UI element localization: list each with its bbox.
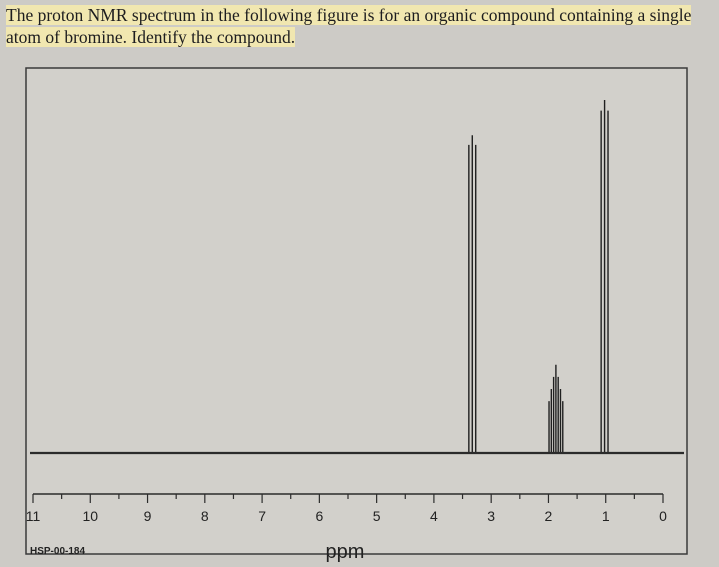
x-axis: 11 10 9 8 7 6 5 4 3 2 1 0 <box>26 493 667 524</box>
question-line-1: The proton NMR spectrum in the following… <box>6 5 692 25</box>
question-line-2: atom of bromine. Identify the compound. <box>6 27 296 47</box>
nmr-spectrum-figure: 11 10 9 8 7 6 5 4 3 2 1 0 ppm HSP-00-184 <box>0 60 719 563</box>
nmr-spectrum-chart: 11 10 9 8 7 6 5 4 3 2 1 0 ppm HSP-00-184 <box>25 67 688 563</box>
x-tick-label: 1 <box>602 508 610 524</box>
x-tick-label: 9 <box>144 508 152 524</box>
spectrum-peaks <box>468 100 609 453</box>
plot-area-border <box>25 67 688 555</box>
x-tick-label: 8 <box>201 508 209 524</box>
x-tick-label: 0 <box>659 508 667 524</box>
x-tick-label: 2 <box>545 508 553 524</box>
x-tick-label: 6 <box>315 508 323 524</box>
x-tick-label: 4 <box>430 508 438 524</box>
x-tick-label: 11 <box>26 508 41 524</box>
x-tick-label: 5 <box>373 508 381 524</box>
spectrum-code-label: HSP-00-184 <box>30 546 85 557</box>
x-tick-label: 3 <box>487 508 495 524</box>
x-axis-label: ppm <box>326 541 365 563</box>
x-tick-label: 10 <box>82 508 98 524</box>
x-tick-label: 7 <box>258 508 266 524</box>
question-text: The proton NMR spectrum in the following… <box>6 4 706 48</box>
